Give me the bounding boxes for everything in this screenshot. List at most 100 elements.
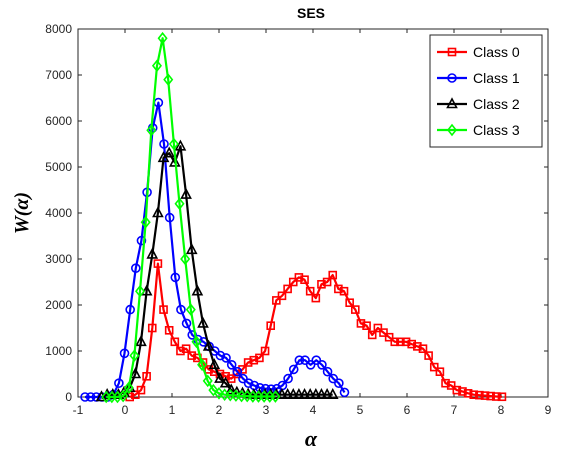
data-point-marker xyxy=(136,235,147,246)
data-point-marker xyxy=(345,298,354,308)
y-axis-label: W(α) xyxy=(11,192,33,234)
legend-label: Class 3 xyxy=(473,122,520,138)
data-point-marker xyxy=(260,346,270,356)
data-point-marker xyxy=(486,391,495,401)
data-point-marker xyxy=(379,328,388,337)
data-point-marker xyxy=(157,31,168,45)
data-point-marker xyxy=(114,378,124,389)
chart-title: SES xyxy=(297,5,325,21)
series-layer xyxy=(80,31,507,404)
data-point-marker xyxy=(226,359,237,370)
legend-marker xyxy=(447,47,457,57)
data-point-marker xyxy=(219,376,232,388)
x-tick-label: 1 xyxy=(169,403,176,417)
data-point-marker xyxy=(180,252,191,266)
legend-item: Class 0 xyxy=(437,44,520,60)
data-point-marker xyxy=(328,270,338,280)
data-point-marker xyxy=(304,387,317,400)
data-point-marker xyxy=(283,284,292,294)
data-point-marker xyxy=(317,279,326,289)
data-point-marker xyxy=(367,330,377,340)
data-point-marker xyxy=(317,359,327,370)
legend-marker xyxy=(447,73,457,83)
y-tick-label: 3000 xyxy=(45,252,72,266)
data-point-marker xyxy=(424,351,433,360)
legend-item: Class 3 xyxy=(437,122,520,138)
data-point-marker xyxy=(159,305,168,314)
y-tick-label: 0 xyxy=(65,390,72,404)
data-point-marker xyxy=(315,387,328,400)
data-point-marker xyxy=(221,353,231,363)
y-tick-label: 8000 xyxy=(45,22,72,36)
data-point-marker xyxy=(163,73,174,86)
data-point-marker xyxy=(174,197,185,211)
data-point-marker xyxy=(293,387,305,400)
data-point-marker xyxy=(350,305,360,314)
data-point-marker xyxy=(163,146,176,158)
y-tick-label: 4000 xyxy=(45,206,72,220)
data-point-marker xyxy=(119,348,130,359)
data-point-marker xyxy=(164,212,175,223)
data-point-marker xyxy=(85,392,96,402)
data-point-marker xyxy=(135,335,147,347)
data-point-marker xyxy=(401,337,411,347)
data-point-marker xyxy=(146,123,157,137)
data-point-marker xyxy=(140,215,151,229)
data-point-marker xyxy=(80,392,90,402)
axis-ticks: -1 0 1 2 3 4 5 6 7 8 90100020003000400050006000700… xyxy=(45,22,551,417)
data-point-marker xyxy=(170,272,181,283)
data-point-marker xyxy=(321,387,333,400)
series-0 xyxy=(125,259,507,402)
data-point-marker xyxy=(159,139,169,149)
x-tick-label: 4 xyxy=(310,403,317,417)
data-point-marker xyxy=(129,367,142,379)
data-point-marker xyxy=(288,277,298,287)
legend-item: Class 2 xyxy=(437,96,520,112)
data-point-marker xyxy=(215,350,226,361)
data-point-marker xyxy=(475,390,484,400)
data-point-marker xyxy=(238,373,248,384)
data-point-marker xyxy=(191,335,202,349)
data-point-marker xyxy=(452,385,462,395)
data-point-marker xyxy=(226,374,236,383)
data-point-marker xyxy=(441,378,450,388)
data-point-marker xyxy=(309,387,322,400)
x-tick-label: 8 xyxy=(498,403,505,417)
data-point-marker xyxy=(181,318,192,329)
series-line xyxy=(129,262,502,399)
legend-item: Class 1 xyxy=(437,70,520,86)
data-point-marker xyxy=(238,365,247,374)
data-point-marker xyxy=(243,358,253,367)
x-tick-label: 7 xyxy=(451,403,458,417)
data-point-marker xyxy=(151,59,162,73)
data-point-marker xyxy=(153,259,163,268)
data-point-marker xyxy=(214,371,226,383)
data-point-marker xyxy=(270,390,281,403)
data-point-marker xyxy=(255,353,264,363)
y-tick-label: 1000 xyxy=(45,344,72,358)
data-point-marker xyxy=(281,387,294,400)
data-point-marker xyxy=(125,304,135,315)
x-axis-label: α xyxy=(305,426,318,451)
legend-marker xyxy=(446,97,458,109)
data-point-marker xyxy=(272,296,281,305)
data-point-marker xyxy=(180,187,192,199)
data-point-marker xyxy=(322,366,333,377)
legend-label: Class 0 xyxy=(473,44,520,60)
data-point-marker xyxy=(356,319,366,328)
y-tick-label: 5000 xyxy=(45,160,72,174)
x-tick-label: -1 xyxy=(73,403,84,417)
y-tick-label: 7000 xyxy=(45,68,72,82)
series-3 xyxy=(101,31,281,404)
data-point-marker xyxy=(170,337,180,347)
data-point-marker xyxy=(147,323,157,333)
data-point-marker xyxy=(225,383,238,395)
data-point-marker xyxy=(429,362,439,372)
data-point-marker xyxy=(322,277,332,287)
legend-label: Class 1 xyxy=(473,70,520,86)
data-point-marker xyxy=(142,371,151,381)
series-line xyxy=(106,37,276,399)
data-point-marker xyxy=(276,387,288,400)
data-point-marker xyxy=(202,339,215,351)
legend: Class 0 Class 1 Class 2 Class 3 xyxy=(429,34,543,148)
